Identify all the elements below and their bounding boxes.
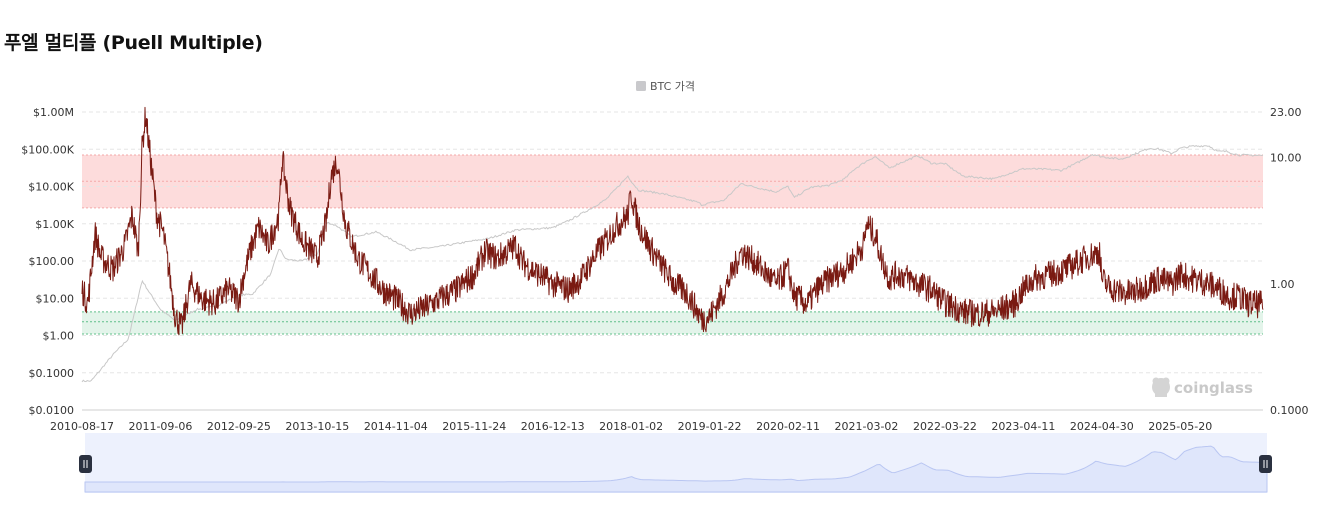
x-tick-label: 2010-08-17 [50,420,114,433]
x-tick-label: 2015-11-24 [442,420,506,433]
x-tick-label: 2018-01-02 [599,420,663,433]
left-tick-label: $0.0100 [29,404,75,417]
left-tick-label: $1.00M [33,106,74,119]
x-tick-label: 2016-12-13 [521,420,585,433]
left-tick-label: $10.00 [36,292,75,305]
x-date-axis: 2010-08-17 2011-09-06 2012-09-25 2013-10-15… [50,420,1212,433]
page-title: 푸엘 멀티플 (Puell Multiple) [4,32,263,54]
puell-multiple-series [81,106,1264,336]
band-undervalued [82,311,1263,335]
range-navigator[interactable] [79,433,1272,493]
puell-multiple-line [81,106,1264,336]
x-tick-label: 2014-11-04 [364,420,428,433]
legend-swatch-btc [636,81,646,91]
x-tick-label: 2024-04-30 [1070,420,1134,433]
right-tick-label: 0.1000 [1270,404,1309,417]
x-tick-label: 2019-01-22 [678,420,742,433]
left-tick-label: $100.00K [21,143,74,156]
watermark: coinglass [1152,377,1253,397]
x-tick-label: 2020-02-11 [756,420,820,433]
navigator-right-handle[interactable] [1259,455,1272,473]
left-tick-label: $0.1000 [29,367,75,380]
navigator-left-handle[interactable] [79,455,92,473]
x-tick-label: 2013-10-15 [285,420,349,433]
left-tick-label: $1.00K [35,218,74,231]
x-tick-label: 2011-09-06 [128,420,192,433]
left-tick-label: $10.00K [28,181,74,194]
right-puell-axis: 0.1000 1.00 10.00 23.00 [1270,106,1309,417]
navigator-area [84,445,1268,493]
x-tick-label: 2023-04-11 [991,420,1055,433]
right-tick-label: 23.00 [1270,106,1302,119]
legend-label-btc: BTC 가격 [650,80,695,93]
x-tick-label: 2012-09-25 [207,420,271,433]
right-tick-label: 10.00 [1270,152,1302,165]
chart-legend[interactable]: BTC 가격 [636,80,695,93]
left-price-axis: $0.0100 $0.1000 $1.00 $10.00 $100.00 $1.00K $1… [21,106,74,417]
left-tick-label: $1.00 [43,330,75,343]
coinglass-logo-icon [1152,377,1170,397]
watermark-text: coinglass [1174,379,1253,397]
x-tick-label: 2022-03-22 [913,420,977,433]
right-tick-label: 1.00 [1270,278,1295,291]
x-tick-label: 2025-05-20 [1148,420,1212,433]
chart-gridlines [82,111,1263,411]
btc-price-line [81,145,1264,383]
left-tick-label: $100.00 [29,255,75,268]
x-tick-label: 2021-03-02 [835,420,899,433]
btc-price-series [81,145,1264,383]
valuation-bands [82,154,1263,335]
